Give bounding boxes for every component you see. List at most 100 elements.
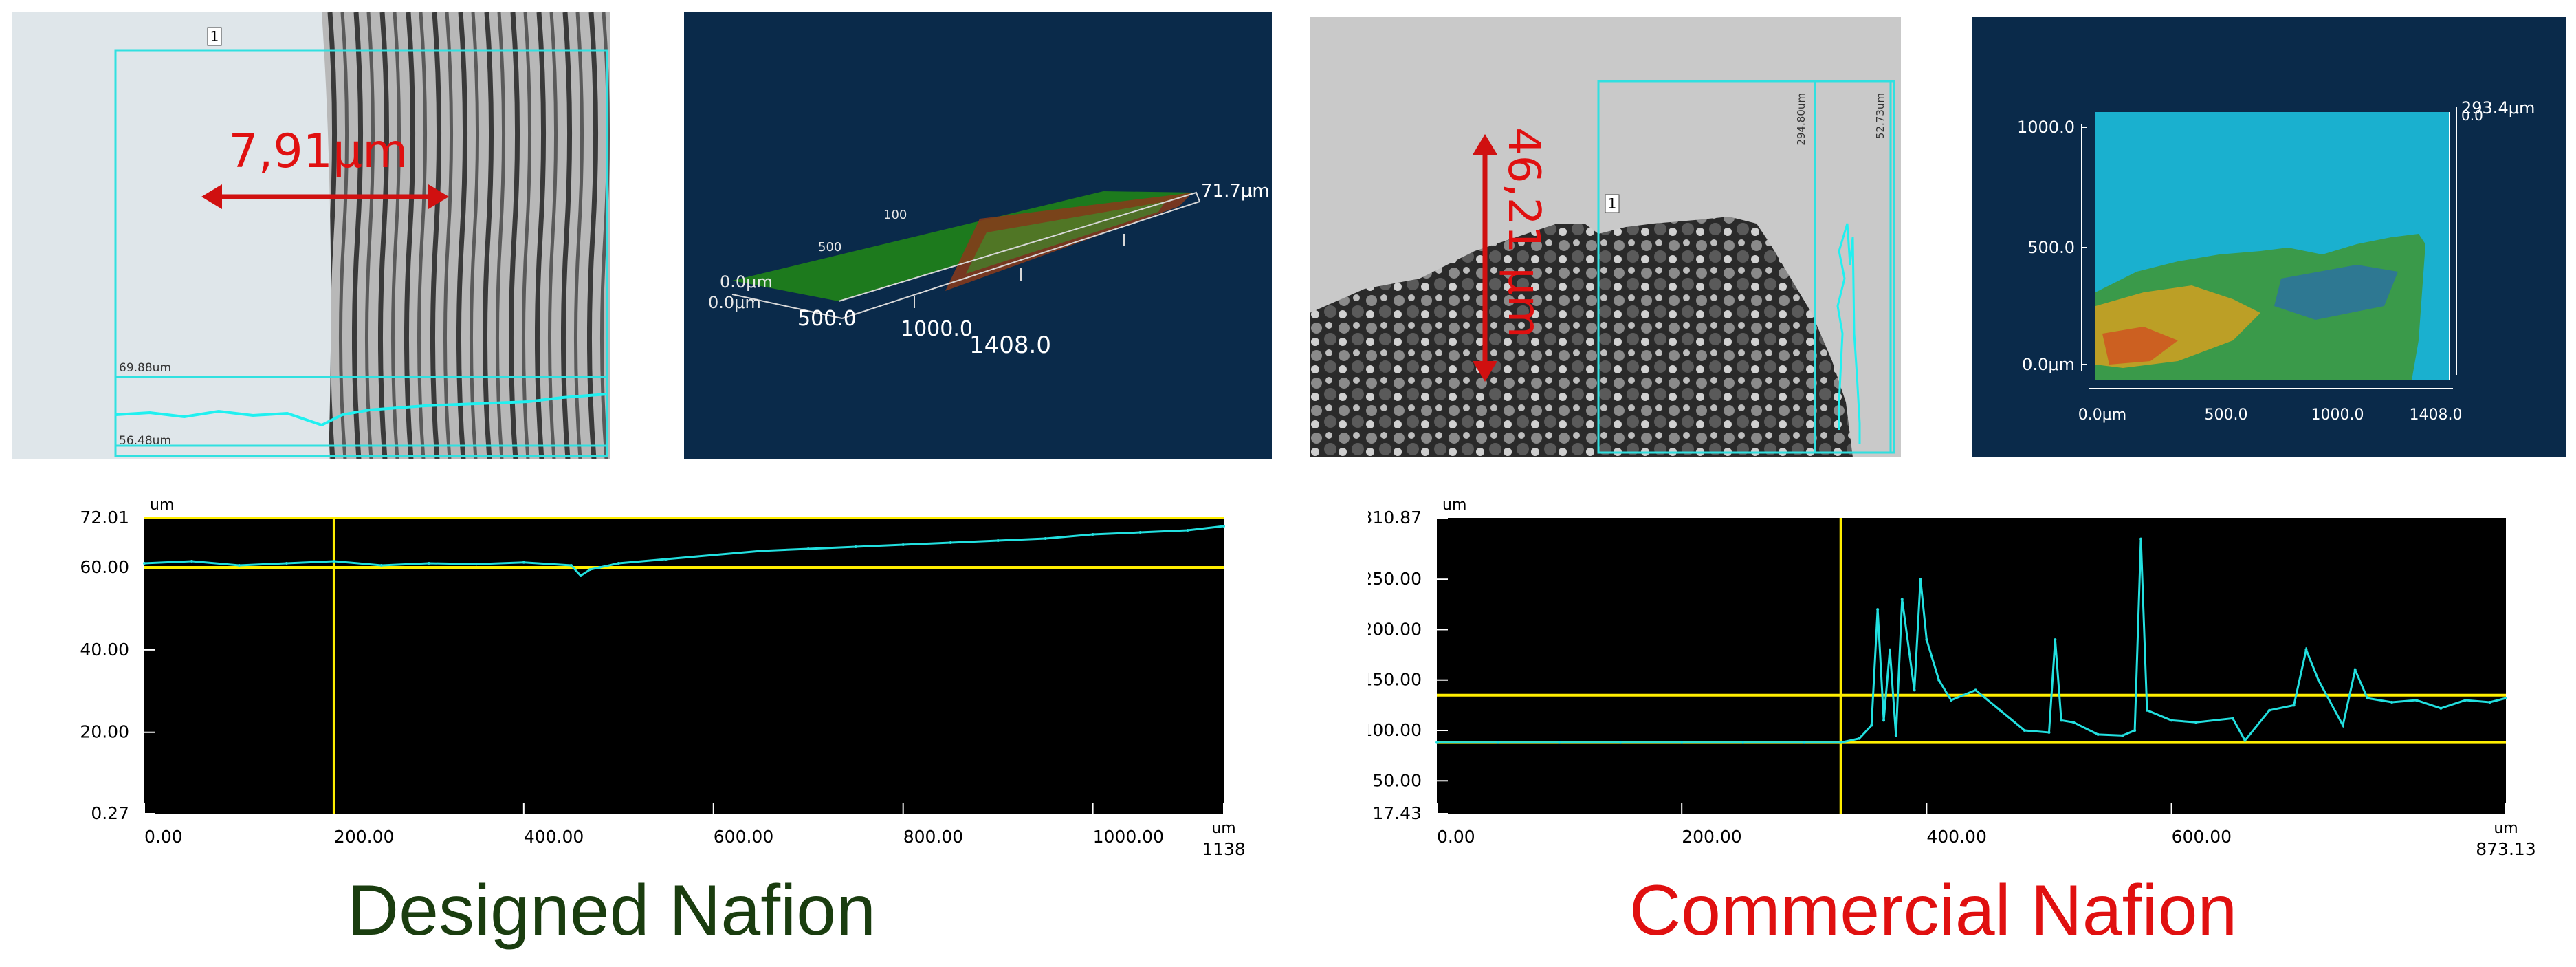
profile-point [1091, 533, 1094, 536]
profile-box [1814, 80, 1892, 454]
y-tick-label: 200.00 [1368, 619, 1422, 639]
caption-commercial: Commercial Nafion [1629, 871, 2238, 950]
x-unit-label: um [1211, 820, 1235, 837]
profile-point [427, 561, 430, 565]
profile-point [2317, 678, 2320, 682]
arrow-head-left [201, 184, 222, 209]
commercial-profile-svg: um 310.87 250.00 200.00 150.00 100.00 50.00 17.… [1368, 497, 2536, 859]
profile-box [114, 376, 608, 447]
profile-point [2341, 724, 2344, 727]
z-origin-label: 0.0μm [720, 272, 773, 292]
profile-point [598, 565, 602, 569]
right-label-1: 294.80um [1795, 93, 1807, 146]
marker-label: 1 [1608, 195, 1617, 212]
x-tick-1408: 1408.0 [2410, 406, 2463, 424]
designed-micrograph-svg: 1 69.88um 56.48um 7,91μm [12, 12, 610, 459]
profile-point [1919, 578, 1922, 581]
surface-valley-blue [2274, 265, 2398, 320]
profile-point [1044, 537, 1047, 541]
profile-point [1803, 741, 1806, 744]
y-tick-label-2: 100 [883, 208, 907, 222]
y-tick-label: 50.00 [1372, 770, 1422, 790]
profile-point [2145, 708, 2148, 712]
commercial-3d-svg: 1000.0 500.0 0.0μm 0.0μm 500.0 1000.0 14… [2017, 98, 2535, 424]
x-tick-label: 1138 [1202, 839, 1246, 859]
profile-point [2047, 730, 2051, 734]
profile-point [2353, 669, 2357, 672]
profile-point [2170, 719, 2173, 722]
x-origin-label: 0.0μm [708, 293, 761, 312]
profile-point [1888, 648, 1891, 651]
x-unit-label: um [2494, 820, 2518, 837]
bottom-scale-label: 56.48um [119, 434, 171, 448]
x-tick-0: 0.0μm [2078, 406, 2126, 424]
right-label-2: 52.73um [1874, 93, 1886, 139]
profile-point [1876, 608, 1880, 611]
caption-designed: Designed Nafion [347, 871, 876, 950]
profile-point [759, 550, 762, 553]
profile-point [617, 561, 620, 565]
profile-point [285, 561, 288, 565]
x-tick-1408: 1408.0 [969, 332, 1051, 359]
measure-box [1597, 80, 1895, 454]
z-max-label: 293.4μm [2461, 98, 2535, 118]
profile-point [522, 561, 525, 564]
profile-point [2054, 638, 2057, 642]
profile-point [2096, 732, 2100, 736]
designed-micrograph: 1 69.88um 56.48um 7,91μm [12, 12, 610, 459]
profile-point [1558, 741, 1561, 744]
profile-point [2463, 699, 2467, 702]
profile-point [2139, 537, 2143, 541]
x-tick-500: 500.0 [2205, 406, 2248, 424]
electrode-layer [1310, 217, 1853, 457]
y-tick-label: 40.00 [80, 640, 129, 660]
marker-label: 1 [210, 28, 219, 45]
x-tick-label: 600.00 [2172, 827, 2232, 847]
profile-point [2121, 734, 2124, 737]
x-tick-label: 800.00 [903, 827, 963, 847]
designed-profile-svg: um 72.01 60.00 40.00 20.00 0.27 0.00 200.00 400.… [80, 497, 1246, 859]
y-unit-label: um [150, 497, 174, 514]
profile-point [1999, 708, 2002, 712]
y-tick-label: 20.00 [80, 722, 129, 742]
plot-area [1437, 518, 2506, 814]
x-tick-1000: 1000.0 [901, 317, 973, 341]
profile-point [2414, 699, 2418, 702]
y-tick-label: 0.27 [91, 803, 129, 823]
arrow-head-top [1473, 134, 1497, 155]
x-tick-label: 600.00 [714, 827, 773, 847]
profile-point [854, 545, 857, 549]
profile-point [712, 554, 715, 557]
profile-point [1138, 531, 1142, 534]
x-tick-500: 500.0 [797, 307, 857, 331]
profile-point [1870, 724, 1873, 727]
y-tick-label: 150.00 [1368, 670, 1422, 690]
profile-point [2292, 704, 2296, 707]
profile-point [2439, 706, 2443, 710]
profile-point [1913, 688, 1916, 692]
commercial-profile-chart: um 310.87 250.00 200.00 150.00 100.00 50.00 17.… [1368, 485, 2568, 884]
profile-point [474, 563, 478, 566]
profile-point [664, 557, 668, 561]
profile-point [2133, 729, 2137, 732]
profile-point [190, 559, 193, 563]
profile-point [237, 563, 241, 567]
axis-y [731, 294, 843, 319]
profile-point [1435, 741, 1438, 744]
profile-point [2060, 719, 2063, 722]
profile-point [2194, 721, 2198, 724]
x-tick-label: 200.00 [334, 827, 394, 847]
profile-point [1222, 525, 1225, 528]
measure-box [114, 49, 608, 457]
y-tick-1000: 1000.0 [2017, 118, 2075, 137]
profile-point [2243, 739, 2247, 742]
x-tick-label: 400.00 [1926, 827, 1986, 847]
y-tick-label: 500 [818, 240, 841, 254]
profile-point [2268, 708, 2271, 712]
profile-point [1839, 741, 1842, 744]
y-tick-label: 17.43 [1372, 803, 1422, 823]
y-tick-label: 310.87 [1368, 508, 1422, 528]
micro-profile-line [1836, 223, 1861, 444]
profile-point [996, 539, 1000, 543]
profile-point [1497, 741, 1500, 744]
